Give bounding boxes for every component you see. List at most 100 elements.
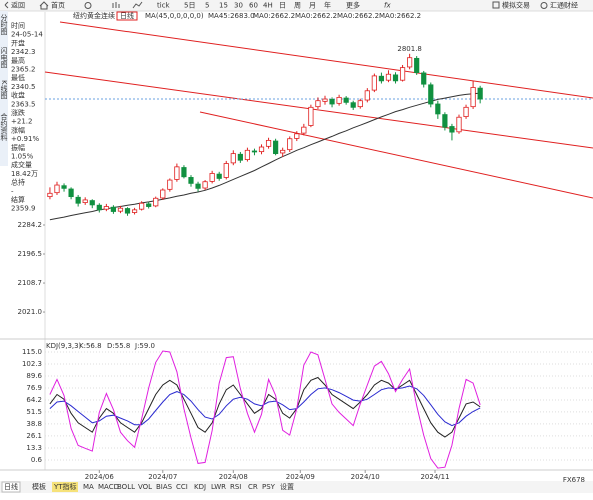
bottom-tab[interactable]: KDJ [194, 483, 206, 491]
period-button[interactable]: 60 [249, 2, 258, 10]
candle-body [343, 97, 349, 103]
bottom-tab[interactable]: MA [83, 483, 94, 491]
candle-body [230, 153, 236, 164]
candle-body [364, 90, 370, 101]
tick-button[interactable]: tick [157, 2, 171, 10]
candle-body [392, 74, 399, 82]
refresh-icon[interactable] [84, 2, 92, 9]
bottom-tab[interactable]: PSY [262, 483, 276, 491]
side-tab[interactable]: 闪电图 [0, 46, 8, 69]
indicator-title: KDJ(9,3,3) [46, 342, 82, 350]
back-button[interactable]: 返回 [11, 2, 25, 10]
legend-entry: J:59.0 [134, 342, 155, 350]
info-label: 总持 [11, 178, 25, 187]
candle-body [308, 106, 314, 126]
candle-body [322, 98, 328, 102]
bottom-tab[interactable]: RSI [230, 483, 241, 491]
candle-body [160, 189, 166, 199]
brand-button[interactable]: 汇通财经 [550, 1, 578, 10]
bottom-tab[interactable]: LWR [211, 483, 226, 491]
period-button[interactable]: 年 [324, 1, 331, 10]
candle-body [223, 163, 229, 178]
candle-body [244, 149, 251, 160]
sim-icon[interactable] [492, 1, 500, 9]
candle-body [442, 114, 448, 128]
y-tick-label: 76.9 [26, 384, 42, 392]
candle-body [110, 206, 117, 212]
period-button[interactable]: 月 [309, 2, 316, 10]
y-tick-label: 51.5 [26, 408, 42, 416]
brand-icon[interactable] [540, 2, 548, 9]
kdj-line [49, 376, 481, 438]
home-button[interactable]: 首页 [51, 1, 65, 10]
info-value: +21.2 [11, 118, 32, 126]
bottom-tab[interactable]: YT指标 [53, 482, 77, 491]
bottom-tab[interactable]: CR [248, 483, 258, 491]
info-label: 振幅 [11, 143, 25, 152]
candle-body [146, 203, 152, 207]
line-icon[interactable] [132, 1, 143, 9]
sim-button[interactable]: 模拟交易 [502, 1, 530, 10]
legend-entry: MA0:2662.2 [379, 12, 421, 20]
candle-body [82, 199, 88, 203]
candle-body [301, 126, 307, 134]
bottom-tab[interactable]: BOLL [117, 483, 135, 491]
candle-body [181, 167, 187, 178]
bottom-tab[interactable]: 日线 [4, 482, 18, 491]
info-label: 结算 [11, 195, 25, 204]
candle-body [294, 133, 300, 139]
candle-body [477, 87, 483, 100]
info-value: 18.42万 [11, 170, 38, 178]
side-tab[interactable]: 合约资料 [0, 112, 8, 142]
y-tick-label: 13.3 [26, 444, 42, 452]
info-value: 2365.2 [11, 66, 36, 74]
candle-body [188, 177, 194, 184]
period-button[interactable]: 5 [205, 2, 209, 10]
bottom-tab[interactable]: VOL [138, 483, 152, 491]
bottom-tab[interactable]: 模板 [32, 482, 46, 491]
candle-body [89, 200, 95, 206]
info-label: 开盘 [11, 38, 25, 47]
trend-line [44, 71, 593, 149]
info-label: 涨幅 [11, 125, 25, 134]
legend-entry: MA45:2683.0 [208, 12, 255, 20]
period-button[interactable]: 30 [234, 2, 243, 10]
y-tick-label: 2196.5 [18, 250, 43, 258]
period-button[interactable]: 4H [263, 2, 273, 10]
y-tick-label: 102.3 [22, 360, 42, 368]
side-tab[interactable]: K线图 [0, 80, 8, 100]
x-tick-label: 2024/07 [148, 473, 177, 481]
period-button[interactable]: 日 [279, 2, 286, 10]
bottom-tab[interactable]: BIAS [156, 483, 173, 491]
info-label: 涨跌 [11, 108, 25, 117]
candle-body [287, 138, 293, 151]
back-icon [4, 1, 9, 9]
period-button[interactable]: 5日 [184, 2, 195, 10]
period-button[interactable]: 15 [219, 2, 228, 10]
x-tick-label: 2024/08 [219, 473, 248, 481]
side-tab[interactable]: 分时图 [0, 13, 8, 36]
info-value: 2363.5 [11, 100, 36, 108]
candle-body [195, 183, 201, 189]
bottom-tab[interactable]: MACD [98, 483, 119, 491]
candle-body [329, 98, 335, 105]
candle-body [103, 206, 109, 210]
candle-body [202, 181, 208, 189]
info-value: 2340.5 [11, 83, 36, 91]
bottom-tab[interactable]: 设置 [280, 482, 294, 491]
candle-body [153, 197, 159, 207]
period-button[interactable]: 周 [294, 2, 301, 10]
fx-button[interactable]: fx [384, 2, 391, 10]
x-tick-label: 2024/11 [420, 473, 449, 481]
y-tick-label: 115.0 [22, 348, 42, 356]
tab-active [1, 481, 21, 493]
chart-icon[interactable] [112, 2, 120, 8]
candle-body [251, 150, 258, 153]
candle-body [414, 57, 420, 73]
x-tick-label: 2024/06 [85, 473, 115, 481]
y-tick-label: 2021.0 [18, 308, 43, 316]
bottom-tab[interactable]: CCI [176, 483, 188, 491]
candle-body [68, 188, 74, 198]
more-button[interactable]: 更多 [346, 1, 360, 10]
candle-body [456, 116, 462, 133]
